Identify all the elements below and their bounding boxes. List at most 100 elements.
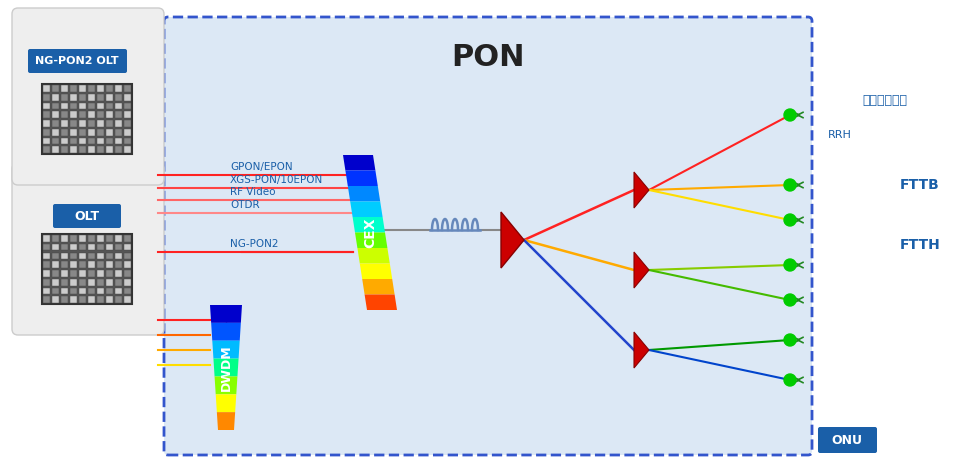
Text: OLT: OLT [75, 210, 100, 222]
Circle shape [784, 334, 796, 346]
Bar [115, 120, 122, 127]
Bar [61, 85, 68, 92]
FancyBboxPatch shape [42, 84, 132, 154]
Bar [61, 244, 68, 250]
Bar [88, 244, 95, 250]
Bar [124, 85, 131, 92]
Bar [97, 129, 104, 136]
Polygon shape [346, 171, 378, 186]
Bar [97, 120, 104, 127]
Polygon shape [213, 359, 238, 377]
FancyBboxPatch shape [53, 204, 121, 228]
Bar [97, 296, 104, 303]
Text: NG-PON2 OLT: NG-PON2 OLT [35, 56, 119, 66]
Bar [52, 296, 59, 303]
Circle shape [784, 214, 796, 226]
Bar [43, 279, 50, 286]
Bar [97, 94, 104, 100]
Polygon shape [634, 172, 649, 208]
Bar [79, 85, 86, 92]
Bar [115, 235, 122, 242]
Bar [61, 103, 68, 109]
Bar [70, 279, 77, 286]
Bar [61, 137, 68, 144]
Bar [115, 137, 122, 144]
Bar [88, 111, 95, 118]
Bar [61, 146, 68, 153]
Bar [52, 85, 59, 92]
Bar [124, 94, 131, 100]
Bar [106, 270, 113, 277]
Bar [52, 270, 59, 277]
Bar [124, 146, 131, 153]
FancyBboxPatch shape [818, 427, 877, 453]
Bar [106, 137, 113, 144]
Bar [115, 129, 122, 136]
Bar [106, 235, 113, 242]
Bar [79, 137, 86, 144]
Bar [52, 111, 59, 118]
Bar [115, 111, 122, 118]
Text: GPON/EPON: GPON/EPON [230, 162, 292, 172]
Circle shape [784, 374, 796, 386]
Circle shape [784, 179, 796, 191]
Bar [43, 244, 50, 250]
Bar [70, 244, 77, 250]
Bar [52, 129, 59, 136]
Bar [124, 120, 131, 127]
Text: ONU: ONU [832, 433, 862, 446]
Polygon shape [634, 332, 649, 368]
Bar [106, 146, 113, 153]
FancyBboxPatch shape [28, 49, 127, 73]
Bar [97, 103, 104, 109]
Bar [115, 279, 122, 286]
Text: NG-PON2: NG-PON2 [230, 239, 279, 249]
Polygon shape [365, 295, 397, 310]
Bar [61, 270, 68, 277]
Bar [97, 279, 104, 286]
Bar [97, 111, 104, 118]
Bar [124, 296, 131, 303]
Bar [106, 94, 113, 100]
Bar [115, 146, 122, 153]
FancyBboxPatch shape [12, 163, 164, 335]
Bar [97, 137, 104, 144]
Polygon shape [362, 279, 395, 295]
Circle shape [784, 294, 796, 306]
Bar [97, 287, 104, 294]
Bar [79, 103, 86, 109]
Bar [88, 103, 95, 109]
FancyBboxPatch shape [164, 17, 812, 455]
Bar [97, 146, 104, 153]
Bar [52, 120, 59, 127]
Text: RRH: RRH [828, 130, 852, 140]
Bar [79, 94, 86, 100]
Bar [106, 261, 113, 268]
Bar [52, 146, 59, 153]
FancyBboxPatch shape [12, 8, 164, 185]
Circle shape [784, 109, 796, 121]
Bar [43, 146, 50, 153]
Bar [115, 94, 122, 100]
Bar [43, 296, 50, 303]
Polygon shape [211, 323, 241, 340]
Bar [106, 120, 113, 127]
Text: XGS-PON/10EPON: XGS-PON/10EPON [230, 175, 323, 185]
Bar [124, 287, 131, 294]
Bar [79, 270, 86, 277]
Bar [124, 129, 131, 136]
Bar [70, 85, 77, 92]
Bar [70, 146, 77, 153]
Bar [43, 252, 50, 259]
Polygon shape [357, 248, 390, 264]
Bar [97, 252, 104, 259]
Bar [88, 235, 95, 242]
Bar [70, 137, 77, 144]
Bar [88, 270, 95, 277]
Bar [88, 137, 95, 144]
Polygon shape [215, 377, 237, 394]
Bar [70, 129, 77, 136]
Bar [124, 270, 131, 277]
Text: 移动通信基站: 移动通信基站 [862, 93, 907, 106]
Bar [61, 129, 68, 136]
